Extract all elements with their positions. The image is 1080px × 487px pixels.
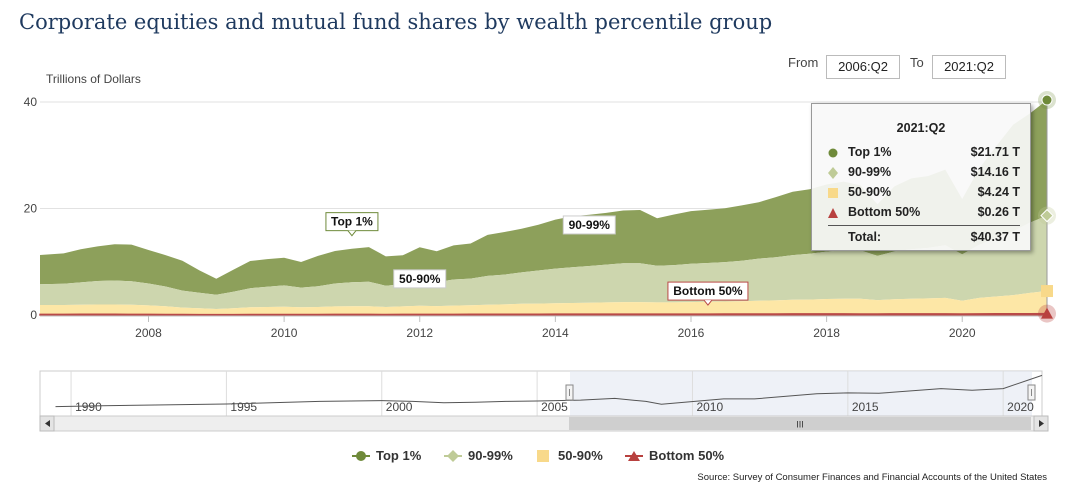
x-tick-label: 2012 xyxy=(406,326,433,340)
diamond-icon xyxy=(828,167,838,179)
point-top1[interactable] xyxy=(1041,94,1053,106)
navigator-year-label: 2020 xyxy=(1007,400,1034,414)
y-tick-label: 0 xyxy=(30,308,37,322)
navigator-year-label: 1995 xyxy=(230,400,257,414)
data-tooltip: 2021:Q2 Top 1% $21.71 T 90-99% $14.16 T … xyxy=(811,103,1031,251)
source-note: Source: Survey of Consumer Finances and … xyxy=(697,472,1047,483)
point-50-90[interactable] xyxy=(1041,285,1053,298)
x-tick-label: 2014 xyxy=(542,326,569,340)
tooltip-date: 2021:Q2 xyxy=(896,121,946,135)
navigator-year-label: 2000 xyxy=(386,400,413,414)
triangle-icon xyxy=(828,208,838,218)
x-tick-label: 2008 xyxy=(135,326,162,340)
legend-item-top1[interactable]: Top 1% xyxy=(352,448,421,463)
legend-label: Bottom 50% xyxy=(649,448,725,463)
tooltip-row-bottom50: Bottom 50% $0.26 T xyxy=(828,205,1020,223)
navigator-year-label: 2015 xyxy=(852,400,879,414)
y-tick-label: 40 xyxy=(24,95,38,109)
tooltip-label: Top 1% xyxy=(848,145,892,159)
arrow-right-icon xyxy=(1039,420,1044,427)
area-top1[interactable] xyxy=(40,100,1047,295)
tooltip-row-50-90: 50-90% $4.24 T xyxy=(828,185,1020,203)
navigator-year-label: 2005 xyxy=(541,400,568,414)
legend-label: 90-99% xyxy=(468,448,513,463)
legend-item-bottom50[interactable]: Bottom 50% xyxy=(625,448,724,463)
annotation-bottom-50-: Bottom 50% xyxy=(667,281,749,306)
chart-legend: Top 1% 90-99% 50-90% Bottom 50% xyxy=(0,448,1080,468)
x-tick-label: 2010 xyxy=(271,326,298,340)
range-navigator[interactable]: 1990 1995 2000 2005 2010 2015 2020 III xyxy=(0,368,1080,438)
range-from-input[interactable]: 2006:Q2 xyxy=(826,55,900,79)
tooltip-label: 90-99% xyxy=(848,165,892,179)
annotation-top-1-: Top 1% xyxy=(325,212,379,237)
y-axis-label: Trillions of Dollars xyxy=(46,72,141,86)
tooltip-label: 50-90% xyxy=(848,185,892,199)
scrollbar-thumb[interactable] xyxy=(569,417,1031,430)
circle-icon xyxy=(828,148,838,158)
range-from-label: From xyxy=(788,55,819,70)
diamond-icon xyxy=(444,450,462,462)
triangle-icon xyxy=(625,451,643,461)
annotation-label: 90-99% xyxy=(569,218,611,232)
square-icon xyxy=(828,188,838,198)
range-to-label: To xyxy=(910,55,924,70)
x-tick-label: 2018 xyxy=(813,326,840,340)
point-bottom50[interactable] xyxy=(1041,307,1053,319)
navigator-selected-range[interactable] xyxy=(570,371,1032,416)
annotation-label: 50-90% xyxy=(399,272,441,286)
y-tick-label: 20 xyxy=(24,202,38,216)
tooltip-total-row: Total: $40.37 T xyxy=(828,225,1020,244)
annotation-label: Bottom 50% xyxy=(673,284,743,298)
tooltip-value: $21.71 T xyxy=(970,145,1020,159)
annotation-label: Top 1% xyxy=(331,215,373,229)
x-tick-label: 2016 xyxy=(678,326,705,340)
tooltip-row-90-99: 90-99% $14.16 T xyxy=(828,165,1020,183)
tooltip-total-label: Total: xyxy=(848,230,882,244)
navigator-year-label: 1990 xyxy=(75,400,102,414)
tooltip-value: $0.26 T xyxy=(977,205,1020,219)
point-90-99[interactable] xyxy=(1040,208,1054,223)
tooltip-total-value: $40.37 T xyxy=(970,230,1020,244)
legend-label: 50-90% xyxy=(558,448,603,463)
x-tick-label: 2020 xyxy=(949,326,976,340)
area-50-90[interactable] xyxy=(40,291,1047,315)
annotation-50-90-: 50-90% xyxy=(393,269,447,289)
legend-item-50-90[interactable]: 50-90% xyxy=(534,448,603,463)
arrow-left-icon xyxy=(45,420,50,427)
navigator-year-label: 2010 xyxy=(696,400,723,414)
navigator-series-line xyxy=(55,374,1043,408)
range-to-input[interactable]: 2021:Q2 xyxy=(932,55,1006,79)
circle-icon xyxy=(352,451,370,461)
chart-title: Corporate equities and mutual fund share… xyxy=(19,10,773,34)
tooltip-value: $14.16 T xyxy=(970,165,1020,179)
tooltip-row-top1: Top 1% $21.71 T xyxy=(828,145,1020,163)
annotation-90-99-: 90-99% xyxy=(562,215,616,235)
tooltip-value: $4.24 T xyxy=(977,185,1020,199)
square-icon xyxy=(537,450,549,462)
scrollbar-grip: III xyxy=(796,420,804,430)
legend-label: Top 1% xyxy=(376,448,422,463)
legend-item-90-99[interactable]: 90-99% xyxy=(444,448,513,463)
area-bottom50[interactable] xyxy=(39,312,1048,316)
area-90-99[interactable] xyxy=(40,215,1047,309)
main-chart[interactable]: Trillions of Dollars 0 20 40 2008 2010 2012 2… xyxy=(0,65,1080,415)
tooltip-label: Bottom 50% xyxy=(848,205,921,219)
